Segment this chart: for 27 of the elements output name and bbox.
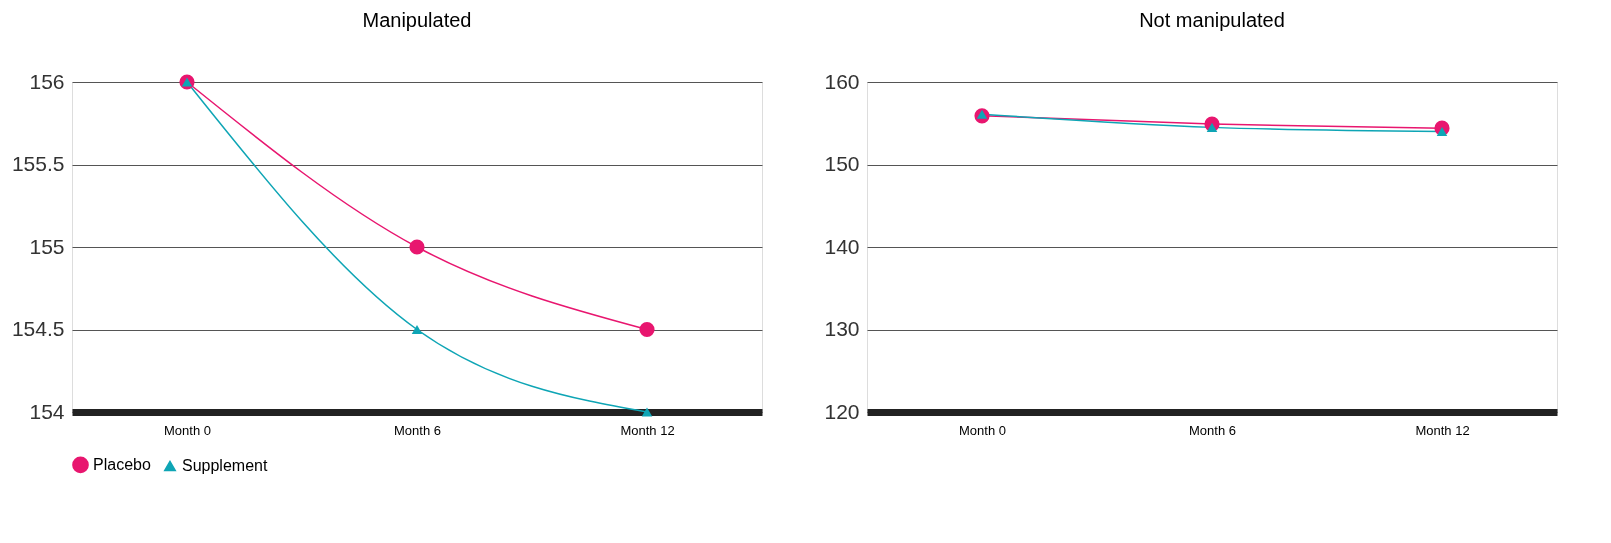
y-tick-label: 155 xyxy=(29,234,65,258)
legend-label: Placebo xyxy=(93,455,151,473)
x-tick-label: Month 6 xyxy=(394,422,441,438)
y-tick-label: 150 xyxy=(824,152,860,175)
point xyxy=(641,407,653,417)
y-tick-label: 160 xyxy=(824,69,860,93)
y-tick-label: 154.5 xyxy=(11,317,65,340)
y-tick-label: 154 xyxy=(29,399,65,423)
point xyxy=(976,109,988,119)
y-tick-label: 140 xyxy=(824,234,860,258)
y-tick-label: 156 xyxy=(29,69,65,93)
y-tick-label: 155.5 xyxy=(11,152,65,175)
point xyxy=(1206,122,1218,132)
point xyxy=(409,239,425,255)
x-tick-label: Month 0 xyxy=(164,422,211,438)
legend-label: Supplement xyxy=(182,457,268,474)
point xyxy=(1436,126,1448,137)
y-tick-label: 130 xyxy=(824,317,860,340)
chart-title: Not manipulated xyxy=(1139,9,1285,31)
x-tick-label: Month 6 xyxy=(1189,422,1236,438)
y-tick-label: 120 xyxy=(824,399,860,423)
point xyxy=(411,324,423,335)
x-tick-label: Month 12 xyxy=(1415,422,1470,438)
x-tick-label: Month 0 xyxy=(959,422,1006,438)
chart-title: Manipulated xyxy=(362,9,472,31)
x-tick-label: Month 12 xyxy=(620,422,675,438)
point xyxy=(639,321,655,338)
